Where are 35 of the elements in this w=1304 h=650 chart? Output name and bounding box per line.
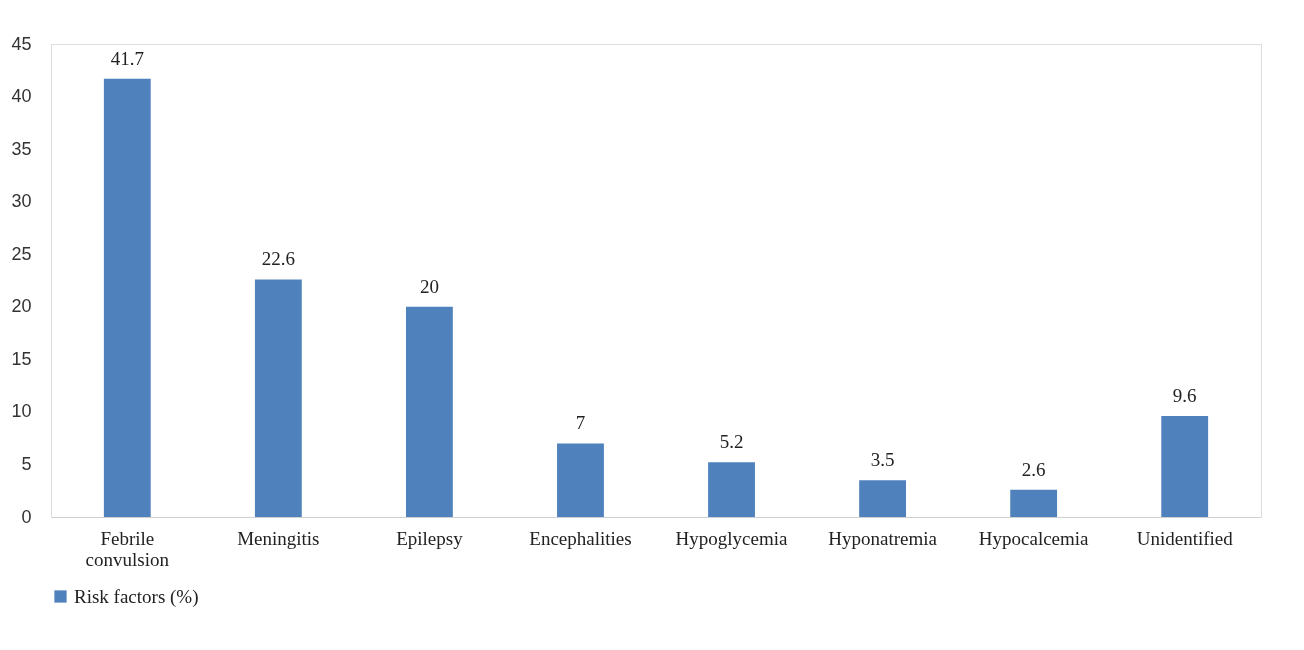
bar <box>1161 416 1209 517</box>
bar <box>103 78 151 517</box>
bar <box>708 462 755 517</box>
y-tick-label: 45 <box>11 33 32 54</box>
y-tick-label: 30 <box>11 191 32 212</box>
y-tick-label: 5 <box>21 453 32 474</box>
y-tick-label: 25 <box>11 243 32 264</box>
x-tick-label: Encephalities <box>529 527 632 549</box>
data-label: 3.5 <box>870 449 895 471</box>
y-tick-label: 35 <box>11 138 32 159</box>
data-label: 2.6 <box>1021 458 1046 480</box>
bar <box>1010 489 1058 517</box>
legend-label: Risk factors (%) <box>74 585 199 608</box>
x-tick-label: Epilepsy <box>396 527 464 549</box>
x-tick-label: Hypoglycemia <box>675 527 789 549</box>
data-label: 9.6 <box>1172 385 1197 407</box>
x-tick-label: Hypocalcemia <box>978 527 1090 549</box>
bar <box>254 279 302 517</box>
data-label: 41.7 <box>110 47 144 69</box>
y-tick-label: 0 <box>21 506 32 527</box>
x-tick-label: Hyponatremia <box>828 527 938 549</box>
y-tick-label: 10 <box>11 401 32 422</box>
x-tick-label: Unidentified <box>1136 527 1234 549</box>
data-label: 5.2 <box>719 431 744 453</box>
x-tick-label: Febrile convulsion <box>85 527 170 570</box>
data-label: 7 <box>575 412 586 434</box>
bar <box>859 480 907 517</box>
data-label: 20 <box>419 275 439 297</box>
data-label: 22.6 <box>261 248 295 270</box>
bar <box>405 306 453 517</box>
x-tick-label: Meningitis <box>237 527 320 549</box>
y-tick-label: 40 <box>11 86 32 107</box>
y-tick-label: 15 <box>11 348 32 369</box>
bar <box>557 443 604 517</box>
y-tick-label: 20 <box>11 296 32 317</box>
